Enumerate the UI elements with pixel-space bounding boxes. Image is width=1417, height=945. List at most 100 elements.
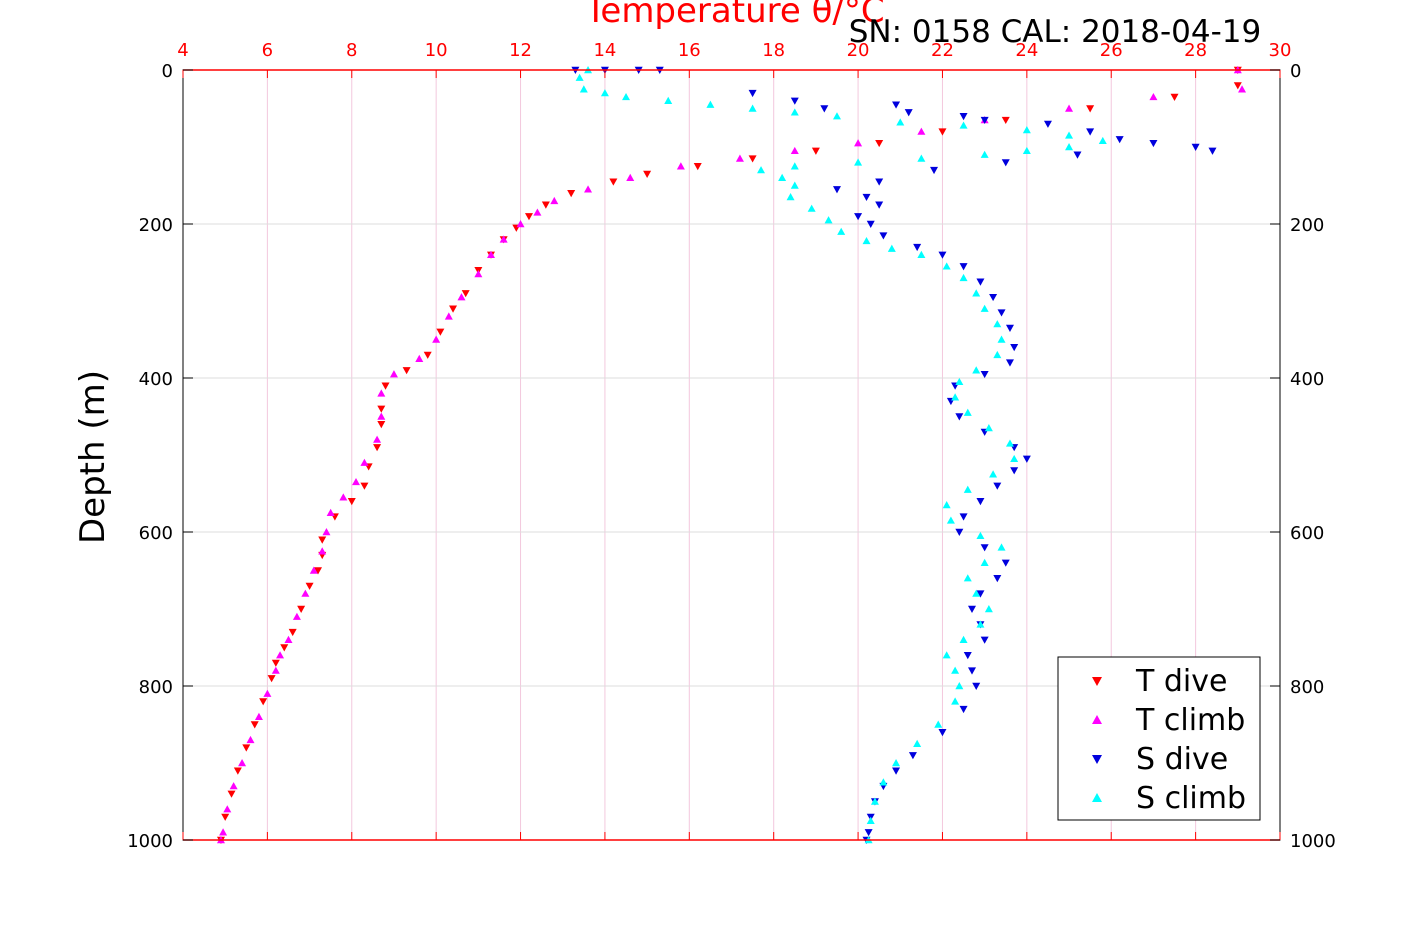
data-point <box>955 413 964 421</box>
data-point <box>622 92 631 101</box>
data-point <box>972 366 981 374</box>
data-point <box>280 644 289 652</box>
data-point <box>1010 344 1019 352</box>
data-point <box>292 612 301 620</box>
data-point <box>238 759 247 767</box>
data-point <box>972 589 981 597</box>
data-point <box>233 767 242 775</box>
y-tick-label-right: 0 <box>1290 61 1301 82</box>
data-point <box>980 304 989 312</box>
data-point <box>748 89 757 98</box>
data-point <box>908 752 917 760</box>
data-point <box>436 328 445 336</box>
data-point <box>875 139 884 148</box>
y-tick-label-right: 1000 <box>1290 831 1336 852</box>
series-s-climb <box>575 66 1107 844</box>
legend-marker <box>1092 793 1102 802</box>
data-point <box>609 178 618 186</box>
data-point <box>748 155 757 163</box>
data-point <box>963 652 972 660</box>
legend-label: T climb <box>1135 703 1245 738</box>
legend-label: T dive <box>1135 664 1227 699</box>
data-point <box>1001 559 1010 567</box>
data-point <box>664 96 673 104</box>
x-tick-label: 8 <box>346 40 357 61</box>
data-point <box>373 444 382 452</box>
data-point <box>854 213 863 221</box>
data-point <box>1005 439 1014 447</box>
data-point <box>930 166 939 175</box>
data-point <box>955 377 964 386</box>
data-point <box>1238 85 1247 93</box>
data-point <box>832 186 841 194</box>
data-point <box>892 767 901 775</box>
data-point <box>444 312 453 320</box>
data-point <box>946 516 955 524</box>
data-point <box>305 582 314 590</box>
data-point <box>972 289 981 297</box>
data-point <box>254 712 263 720</box>
data-point <box>221 813 230 821</box>
data-point <box>693 163 702 171</box>
data-point <box>967 667 976 675</box>
data-point <box>676 162 685 170</box>
data-point <box>242 744 251 752</box>
data-point <box>862 236 871 245</box>
data-point <box>276 651 285 659</box>
data-point <box>735 154 744 162</box>
data-point <box>461 290 470 298</box>
data-point <box>790 162 799 170</box>
data-point <box>811 147 820 155</box>
data-point <box>259 698 268 706</box>
data-point <box>1233 82 1242 90</box>
data-point <box>875 178 884 186</box>
data-point <box>1001 159 1010 167</box>
data-point <box>963 485 972 493</box>
legend-marker <box>1092 677 1102 686</box>
data-point <box>499 235 508 243</box>
data-point <box>993 350 1002 359</box>
data-point <box>347 498 356 506</box>
data-point <box>913 243 922 252</box>
data-point <box>963 408 972 416</box>
data-point <box>415 354 424 362</box>
data-point <box>887 244 896 252</box>
data-point <box>1149 139 1158 148</box>
data-point <box>706 100 715 108</box>
data-point <box>271 659 280 667</box>
data-point <box>967 605 976 613</box>
data-point <box>820 105 829 113</box>
data-point <box>533 208 542 216</box>
data-point <box>584 185 593 193</box>
data-point <box>318 547 327 555</box>
data-point <box>229 782 238 790</box>
data-point <box>832 112 841 120</box>
data-point <box>423 351 432 359</box>
data-point <box>984 605 993 613</box>
data-point <box>250 721 259 729</box>
series-t-climb <box>216 66 1247 844</box>
data-point <box>976 278 985 286</box>
data-point <box>1065 104 1074 112</box>
data-point <box>938 251 947 259</box>
data-point <box>377 421 386 429</box>
data-point <box>959 113 968 121</box>
data-point <box>824 216 833 224</box>
data-point <box>917 154 926 162</box>
x-tick-label: 20 <box>847 40 870 61</box>
data-point <box>790 146 799 155</box>
data-point <box>951 697 960 705</box>
data-point <box>339 493 348 501</box>
data-point <box>959 273 968 282</box>
x-tick-label: 10 <box>425 40 448 61</box>
data-point <box>1010 454 1019 463</box>
data-point <box>980 636 989 644</box>
data-point <box>951 393 960 401</box>
y-tick-label-right: 200 <box>1290 215 1324 236</box>
data-point <box>1001 116 1010 125</box>
data-point <box>854 158 863 166</box>
data-point <box>959 121 968 129</box>
data-point <box>284 635 293 643</box>
